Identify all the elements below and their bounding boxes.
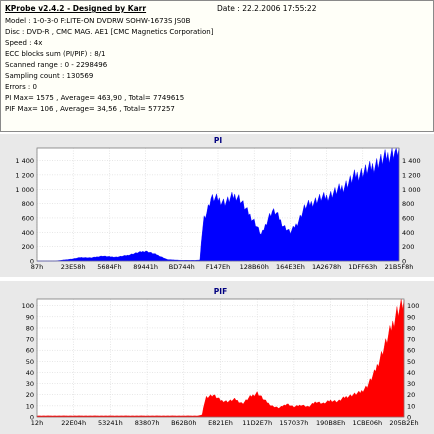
x-tick-label: B62B0h	[171, 419, 196, 427]
pif-chart: PIF 0 0 10 10 20 20 30 30 40 40 50 50 60 60 70 70 80 80 90 9…	[22, 287, 420, 427]
y-tick-label-right: 0	[407, 414, 411, 422]
y-tick-label-right: 20	[407, 391, 415, 399]
y-tick-label-right: 30	[407, 380, 415, 388]
y-tick-label-left: 1 400	[15, 157, 34, 165]
y-tick-label-left: 70	[26, 336, 34, 344]
y-tick-label-left: 0	[30, 258, 34, 266]
y-tick-label-left: 20	[26, 391, 34, 399]
y-tick-label-right: 200	[402, 243, 414, 251]
y-tick-label-left: 600	[22, 214, 34, 222]
pi-chart: PI 0 0 200 200 400 400 600 600 800 800 1 000 1 000 1 …	[15, 136, 421, 271]
y-tick-label-right: 1 400	[402, 157, 421, 165]
y-tick-label-right: 1 200	[402, 171, 421, 179]
x-tick-label: 89441h	[133, 263, 158, 271]
y-tick-label-left: 50	[26, 358, 34, 366]
x-tick-label: 11D2E7h	[242, 419, 272, 427]
pi-stats-line: PI Max= 1575 , Average= 463,90 , Total= …	[5, 94, 185, 102]
app-title: KProbe v2.4.2 - Designed by Karr	[5, 4, 147, 13]
y-tick-label-right: 100	[407, 302, 419, 310]
y-tick-label-left: 30	[26, 380, 34, 388]
ecc-sum-line: ECC blocks sum (PI/PIF) : 8/1	[5, 50, 106, 58]
y-tick-label-right: 0	[402, 258, 406, 266]
y-tick-label-right: 400	[402, 229, 414, 237]
plot-frame	[36, 147, 400, 262]
x-tick-label: 23E58h	[61, 263, 86, 271]
y-tick-label-left: 400	[22, 229, 34, 237]
x-tick-label: E821Eh	[208, 419, 233, 427]
y-tick-label-right: 90	[407, 313, 415, 321]
data-series-area	[36, 298, 405, 418]
y-tick-label-right: 70	[407, 336, 415, 344]
y-tick-label-left: 80	[26, 324, 34, 332]
x-tick-label: 12h	[31, 419, 43, 427]
pif-chart-panel: PIF 0 0 10 10 20 20 30 30 40 40 50 50 60 60 70 70 80 80 90 9…	[0, 281, 434, 434]
x-tick-label: 83807h	[135, 419, 160, 427]
y-tick-label-left: 60	[26, 347, 34, 355]
x-tick-label: BD744h	[169, 263, 195, 271]
y-tick-label-left: 40	[26, 369, 34, 377]
x-tick-label: 21B5F8h	[385, 263, 414, 271]
x-tick-label: 87h	[31, 263, 43, 271]
y-tick-label-left: 10	[26, 402, 34, 410]
x-tick-label: 157037h	[279, 419, 308, 427]
errors-line: Errors : 0	[5, 83, 37, 91]
y-tick-label-right: 1 000	[402, 186, 421, 194]
disc-info-panel: KProbe v2.4.2 - Designed by Karr Date : …	[0, 0, 434, 132]
data-series-area	[37, 147, 400, 262]
y-tick-label-left: 0	[30, 414, 34, 422]
y-tick-label-right: 40	[407, 369, 415, 377]
scanned-range-line: Scanned range : 0 - 2298496	[5, 61, 108, 69]
y-tick-label-right: 800	[402, 200, 414, 208]
x-tick-label: 22E04h	[61, 419, 86, 427]
scan-date: Date : 22.2.2006 17:55:22	[217, 4, 317, 13]
x-tick-label: 1CBE06h	[352, 419, 382, 427]
pif-stats-line: PIF Max= 106 , Average= 34,56 , Total= 5…	[5, 105, 175, 113]
y-tick-label-right: 60	[407, 347, 415, 355]
x-tick-label: 5684Fh	[97, 263, 121, 271]
x-tick-label: 1A2678h	[312, 263, 341, 271]
x-tick-label: 205B2Eh	[389, 419, 418, 427]
x-tick-label: 164E3Eh	[276, 263, 305, 271]
y-tick-label-left: 90	[26, 313, 34, 321]
model-line: Model : 1-0-3-0 F:LITE-ON DVDRW SOHW-167…	[5, 17, 191, 25]
chart-title: PIF	[214, 287, 227, 296]
x-tick-label: F147Eh	[206, 263, 230, 271]
y-tick-label-right: 10	[407, 402, 415, 410]
x-tick-label: 128B60h	[240, 263, 269, 271]
y-tick-label-right: 600	[402, 214, 414, 222]
speed-line: Speed : 4x	[5, 39, 43, 47]
y-tick-label-right: 80	[407, 324, 415, 332]
sampling-count-line: Sampling count : 130569	[5, 72, 94, 80]
plot-frame	[36, 298, 405, 418]
y-tick-label-left: 800	[22, 200, 34, 208]
x-tick-label: 1DFF63h	[348, 263, 377, 271]
y-tick-label-left: 1 200	[15, 171, 34, 179]
disc-line: Disc : DVD-R , CMC MAG. AE1 [CMC Magneti…	[5, 28, 214, 36]
y-tick-label-right: 50	[407, 358, 415, 366]
chart-title: PI	[214, 136, 222, 145]
y-tick-label-left: 100	[22, 302, 34, 310]
x-tick-label: 190B8Eh	[316, 419, 345, 427]
pi-chart-panel: PI 0 0 200 200 400 400 600 600 800 800 1 000 1 000 1 …	[0, 134, 434, 277]
y-tick-label-left: 200	[22, 243, 34, 251]
x-tick-label: 53241h	[98, 419, 123, 427]
y-tick-label-left: 1 000	[15, 186, 34, 194]
